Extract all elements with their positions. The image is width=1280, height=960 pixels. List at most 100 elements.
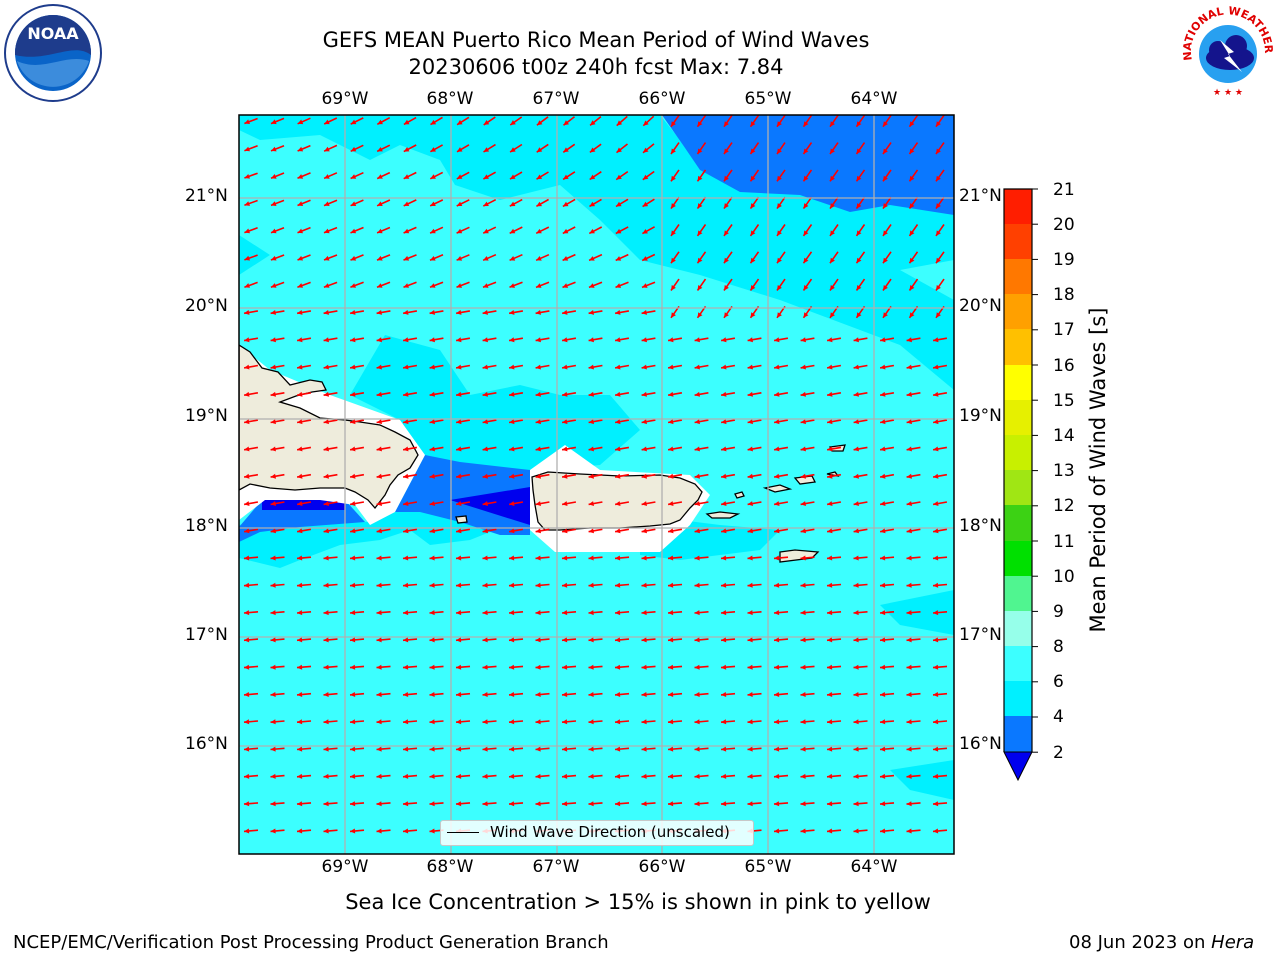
wind-wave-arrow-head [535, 446, 541, 452]
wind-wave-arrow-head [456, 228, 463, 234]
wind-wave-arrow-head [774, 828, 780, 834]
lon-label-bottom: 69°W [321, 857, 369, 877]
wind-wave-arrow-head [880, 501, 886, 506]
wind-wave-arrow-head [482, 310, 488, 315]
wind-wave-arrow-head [721, 582, 727, 588]
lon-label-bottom: 64°W [850, 857, 898, 877]
wind-wave-arrow-head [482, 364, 488, 370]
wind-wave-arrow-head [562, 201, 569, 207]
wind-wave-arrow-head [668, 582, 674, 588]
wind-wave-arrow-head [883, 257, 888, 264]
wind-wave-arrow-head [244, 146, 250, 152]
wind-wave-arrow-head [323, 555, 329, 561]
wind-wave-arrow-head [697, 203, 703, 209]
wind-wave-arrow-head [509, 610, 515, 616]
st-croix-island [779, 549, 820, 563]
wind-wave-arrow-head [906, 719, 912, 725]
wind-wave-arrow-head [297, 119, 304, 125]
wind-wave-arrow-head [697, 175, 703, 182]
wind-wave-arrow-head [403, 255, 410, 261]
wind-wave-arrow-head [350, 801, 356, 807]
wind-wave-arrow-head [800, 473, 806, 479]
wind-wave-arrow-head [562, 773, 568, 779]
wind-wave-arrow-head [853, 473, 859, 479]
wind-wave-arrow-head [694, 364, 700, 370]
colorbar-tick: 10 [1053, 567, 1075, 587]
wind-wave-arrow-head [377, 147, 383, 152]
wind-wave-arrow-head [615, 801, 621, 807]
lon-label-bottom: 68°W [426, 857, 474, 877]
wind-wave-arrow-head [906, 637, 912, 643]
wind-wave-arrow-head [827, 419, 833, 425]
wind-wave-arrow-head [800, 692, 806, 697]
wind-wave-arrow-head [747, 692, 753, 697]
wind-wave-arrow-head [563, 147, 569, 153]
wind-wave-arrow-head [350, 773, 356, 779]
wind-wave-arrow-head [880, 746, 886, 752]
wind-wave-arrow-head [747, 719, 753, 725]
wind-wave-arrow-head [403, 391, 409, 397]
wind-wave-arrow-head [562, 664, 568, 670]
wind-wave-arrow-head [244, 637, 250, 643]
wind-wave-arrow-head [880, 664, 886, 670]
wind-wave-arrow-head [429, 473, 435, 479]
wind-wave-arrow-head [830, 203, 835, 209]
colorbar-band [1004, 681, 1032, 716]
st-thomas-island [734, 491, 745, 499]
wind-wave-arrow-head [668, 692, 674, 697]
wind-wave-arrow-head [509, 801, 515, 807]
wind-wave-arrow-head [933, 473, 939, 479]
footer-date: 08 Jun 2023 on Hera [1069, 932, 1254, 953]
wind-wave-arrow-head [747, 746, 753, 752]
wind-wave-arrow-head [270, 364, 276, 370]
wind-wave-arrow-head [456, 664, 462, 670]
wind-wave-arrow-head [536, 283, 542, 288]
wind-wave-arrow-head [270, 501, 276, 506]
wind-wave-arrow-head [641, 364, 647, 370]
wind-wave-arrow-head [641, 337, 647, 343]
wind-wave-arrow-head [803, 312, 809, 318]
footer-date-text: 08 Jun 2023 on [1069, 932, 1206, 953]
wind-wave-arrow-head [668, 610, 674, 616]
wind-wave-arrow-head [376, 364, 382, 370]
wind-wave-arrow-head [933, 419, 939, 425]
wind-wave-arrow-head [721, 473, 727, 479]
wind-wave-arrow-head [562, 801, 568, 807]
wind-wave-arrow-head [856, 285, 862, 291]
lon-label-bottom: 67°W [532, 857, 580, 877]
wind-wave-arrow-head [747, 555, 753, 561]
wind-wave-arrow-head [830, 175, 835, 182]
wind-wave-arrow-head [324, 174, 330, 179]
wind-wave-arrow-head [906, 337, 912, 343]
wind-wave-arrow-head [297, 446, 303, 452]
wind-wave-arrow-head [880, 555, 886, 561]
wind-wave-arrow-head [403, 746, 409, 752]
wind-wave-arrow-head [853, 801, 859, 807]
wind-wave-arrow-head [800, 419, 806, 425]
wind-wave-arrow-head [827, 773, 833, 779]
wind-wave-arrow-head [270, 582, 276, 588]
wind-wave-arrow-head [933, 746, 939, 752]
wind-wave-arrow-head [856, 312, 862, 318]
lon-label-top: 66°W [638, 89, 686, 109]
svg-text:NOAA: NOAA [27, 24, 79, 43]
wind-wave-arrow-head [880, 582, 886, 588]
wind-wave-arrow-head [429, 664, 435, 670]
wind-wave-arrow-head [324, 255, 330, 261]
colorbar-band [1004, 505, 1032, 541]
wind-wave-arrow-head [909, 257, 915, 264]
wind-wave-arrow-head [694, 610, 700, 616]
wind-wave-arrow-head [853, 664, 859, 670]
wind-wave-arrow-head [456, 582, 462, 588]
wind-wave-arrow-head [668, 746, 674, 752]
wind-wave-arrow-head [297, 473, 303, 479]
wind-wave-arrow-head [721, 446, 727, 452]
puerto-rico-land [531, 471, 703, 531]
wind-wave-arrow-head [747, 501, 753, 506]
colorbar-tick: 14 [1053, 426, 1075, 446]
colorbar-tick: 11 [1053, 532, 1075, 552]
wind-wave-arrow-head [694, 528, 700, 534]
wind-wave-arrow-head [906, 501, 912, 506]
wind-wave-arrow-head [694, 746, 700, 752]
wind-wave-arrow-head [671, 257, 676, 264]
